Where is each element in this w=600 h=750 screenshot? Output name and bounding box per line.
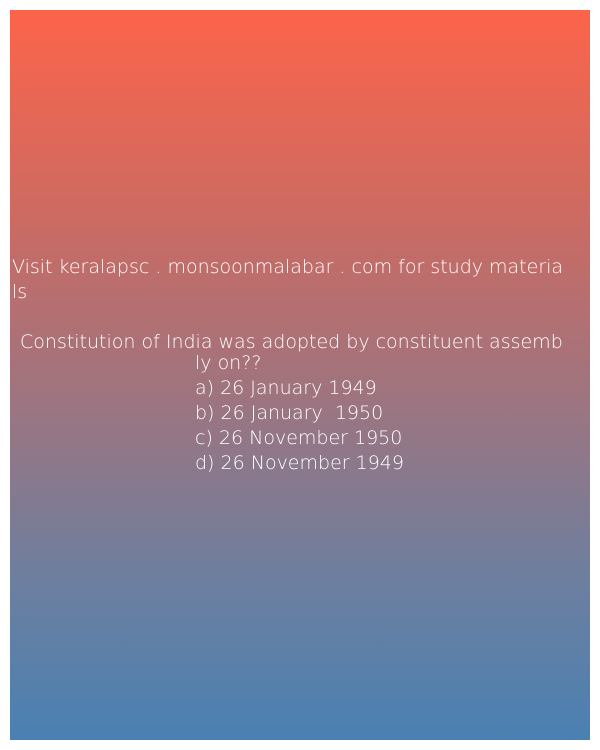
option-d: d) 26 November 1949 (195, 452, 404, 474)
option-a: a) 26 January 1949 (195, 377, 377, 399)
promo-text-line-1: Visit keralapsc . monsoonmalabar . com f… (12, 256, 564, 278)
question-text-line-1: Constitution of India was adopted by con… (20, 331, 563, 353)
option-c: c) 26 November 1950 (195, 427, 403, 449)
quiz-card: Visit keralapsc . monsoonmalabar . com f… (10, 10, 590, 740)
promo-text-line-2: ls (12, 281, 28, 303)
option-b: b) 26 January 1950 (195, 402, 384, 424)
question-text-line-2: ly on?? (195, 352, 262, 374)
